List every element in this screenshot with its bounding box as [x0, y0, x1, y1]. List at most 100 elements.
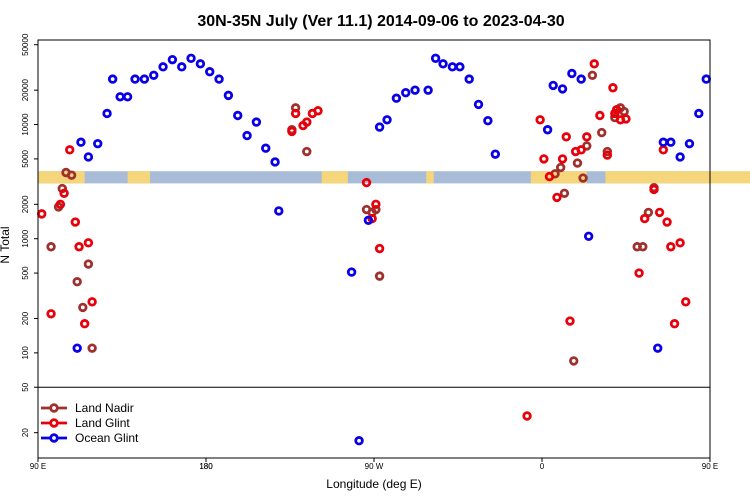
land-glint-point — [557, 154, 568, 164]
land-glint-point — [608, 83, 618, 93]
y-axis-label: N Total — [0, 226, 12, 263]
ocean-glint-point — [72, 343, 82, 353]
land-glint-point — [290, 108, 301, 119]
land-glint-point — [595, 110, 605, 121]
x-axis-label: Longitude (deg E) — [326, 477, 421, 491]
ocean-glint-point — [675, 152, 685, 162]
x-tick-label: 90 W — [365, 462, 384, 471]
land-nadir-point — [602, 146, 613, 157]
ocean-glint-point — [583, 231, 594, 241]
legend-marker-ocean-glint — [49, 433, 59, 443]
ocean-glint-point — [102, 108, 112, 119]
land-nadir-point — [46, 242, 56, 252]
ocean-glint-point — [567, 68, 577, 79]
y-tick-label: 500 — [21, 266, 30, 280]
land-glint-point — [313, 106, 323, 116]
land-nadir-point — [572, 158, 583, 168]
land-nadir-point — [83, 259, 94, 269]
legend-label-land-nadir: Land Nadir — [75, 401, 134, 415]
land-glint-point — [522, 411, 532, 421]
land-glint-point — [681, 297, 691, 307]
land-glint-point — [621, 114, 631, 124]
land-glint-point — [374, 243, 385, 254]
land-glint-point — [287, 126, 297, 137]
ocean-glint-point — [576, 74, 586, 84]
y-tick-label: 20 — [21, 428, 30, 437]
land-glint-point — [639, 213, 650, 224]
land-glint-point — [302, 117, 312, 127]
ocean-glint-point — [382, 115, 392, 125]
y-tick-label: 50000 — [21, 33, 30, 56]
land-glint-point — [634, 268, 644, 278]
ocean-glint-point — [242, 130, 252, 141]
ocean-glint-point — [149, 70, 159, 80]
ocean-glint-point — [548, 80, 558, 91]
land-glint-point — [582, 132, 592, 142]
ocean-glint-point — [363, 215, 374, 225]
ocean-glint-point — [666, 137, 676, 147]
ocean-glint-point — [93, 138, 103, 149]
land-glint-point — [662, 217, 672, 227]
x-tick-label: 90 E — [702, 462, 718, 471]
land-glint-point — [561, 132, 571, 142]
legend-marker-land-glint — [49, 418, 59, 428]
ocean-glint-point — [410, 85, 420, 95]
legend-label-ocean-glint: Ocean Glint — [75, 431, 139, 445]
ocean-glint-point — [354, 436, 364, 446]
land-glint-point — [602, 150, 613, 160]
land-glint-point — [666, 242, 676, 252]
ocean-glint-point — [490, 149, 501, 159]
land-glint-point — [611, 104, 622, 115]
land-nadir-point — [555, 162, 566, 173]
ocean-glint-point — [694, 108, 704, 119]
land-nadir-point — [569, 356, 579, 366]
ocean-glint-point — [214, 74, 224, 84]
land-glint-point — [87, 297, 97, 307]
y-tick-label: 1000 — [21, 229, 30, 247]
land-glint-point — [649, 184, 659, 195]
ocean-glint-point — [401, 88, 411, 98]
y-tick-label: 50 — [21, 382, 30, 391]
band-land-segment — [605, 171, 750, 184]
land-nadir-point — [78, 302, 88, 313]
land-nadir-point — [587, 70, 598, 80]
ocean-glint-point — [684, 138, 695, 149]
land-nadir-point — [66, 170, 77, 180]
ocean-glint-point — [274, 206, 284, 216]
land-glint-point — [552, 192, 562, 203]
y-tick-label: 10000 — [21, 113, 30, 136]
chart-title: 30N-35N July (Ver 11.1) 2014-09-06 to 20… — [197, 13, 564, 30]
ocean-glint-point — [186, 53, 196, 64]
ocean-glint-point — [464, 74, 474, 84]
land-nadir-point — [638, 242, 648, 252]
x-tick-label: 180 — [199, 462, 213, 471]
land-nadir-point — [302, 146, 312, 157]
land-glint-point — [535, 115, 545, 125]
band-land-segment — [321, 171, 348, 184]
y-tick-label: 20000 — [21, 78, 30, 101]
band-land-segment — [530, 171, 587, 184]
ocean-glint-point — [83, 152, 94, 162]
land-glint-point — [654, 207, 665, 218]
ocean-glint-point — [167, 54, 178, 65]
land-nadir-point — [597, 127, 607, 138]
ocean-glint-point — [423, 85, 433, 95]
land-glint-point — [46, 309, 56, 319]
land-nadir-point — [72, 277, 82, 287]
land-nadir-point — [559, 188, 570, 198]
ocean-glint-point — [223, 90, 234, 101]
ocean-glint-point — [270, 157, 280, 167]
land-nadir-point — [578, 173, 588, 183]
ocean-glint-point — [158, 62, 168, 72]
x-tick-label: 0 — [540, 462, 545, 471]
data-points — [37, 53, 711, 446]
band-land-segment — [38, 171, 85, 184]
land-glint-point — [70, 217, 81, 227]
land-glint-point — [74, 242, 84, 252]
land-glint-point — [669, 319, 680, 329]
legend-marker-land-nadir — [49, 403, 59, 413]
ocean-glint-point — [346, 267, 357, 277]
plot-frame — [37, 39, 711, 459]
ocean-glint-point — [233, 110, 243, 121]
